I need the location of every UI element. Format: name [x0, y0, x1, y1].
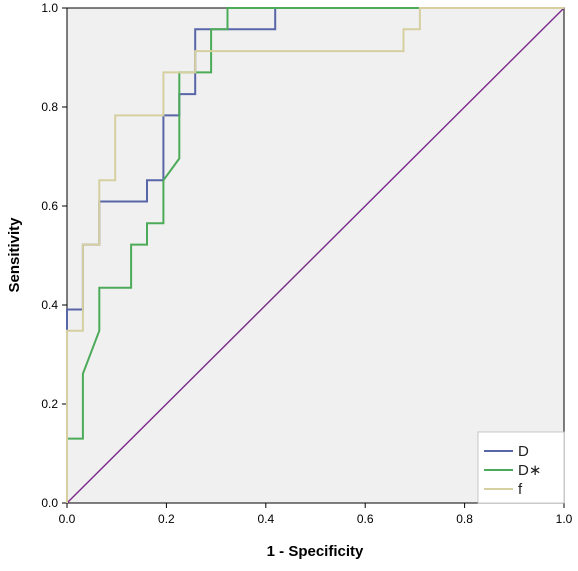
y-tick-label: 0.2 — [41, 397, 58, 411]
legend-label-2: D∗ — [518, 462, 541, 479]
y-tick-label: 0.0 — [41, 496, 58, 510]
reference-line-group — [66, 7, 565, 504]
x-tick-label: 0.4 — [257, 512, 274, 526]
legend-label-3: f — [518, 481, 523, 498]
series-line-3 — [66, 7, 564, 503]
x-axis-title: 1 - Specificity — [267, 543, 364, 560]
y-tick-label: 1.0 — [41, 1, 58, 15]
x-tick-label: 0.0 — [59, 512, 76, 526]
x-tick-label: 0.2 — [158, 512, 175, 526]
x-tick-label: 0.6 — [357, 512, 374, 526]
y-axis-title: Sensitivity — [6, 217, 23, 293]
axis-ticks: 0.0 0.2 0.4 0.6 0.8 1.0 0.0 0.2 0.4 0.6 0.8 1.0 — [41, 1, 572, 526]
y-tick-label: 0.4 — [41, 298, 58, 312]
x-tick-label: 0.8 — [456, 512, 473, 526]
series-line-2 — [66, 7, 564, 503]
series-lines-group — [66, 7, 564, 503]
reference-diagonal-line — [66, 7, 565, 504]
legend-box — [477, 431, 565, 504]
y-tick-label: 0.6 — [41, 199, 58, 213]
y-tick-label: 0.8 — [41, 100, 58, 114]
legend: D D∗ f — [477, 431, 565, 504]
legend-label-1: D — [518, 443, 529, 460]
x-tick-label: 1.0 — [556, 512, 573, 526]
